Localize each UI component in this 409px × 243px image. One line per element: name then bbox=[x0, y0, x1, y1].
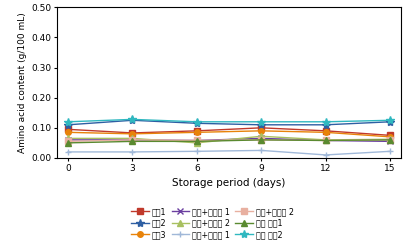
X-axis label: Storage period (days): Storage period (days) bbox=[172, 178, 286, 188]
Y-axis label: Amino acid content (g/100 mL): Amino acid content (g/100 mL) bbox=[18, 12, 27, 153]
Legend: 백미1, 백미2, 백미3, 백미+소맥분 1, 백미+소맥분 2, 백미+전분당 1, 백미+전분당 2, 기타 재료1, 기타 재료2: 백미1, 백미2, 백미3, 백미+소맥분 1, 백미+소맥분 2, 백미+전분… bbox=[131, 207, 294, 239]
